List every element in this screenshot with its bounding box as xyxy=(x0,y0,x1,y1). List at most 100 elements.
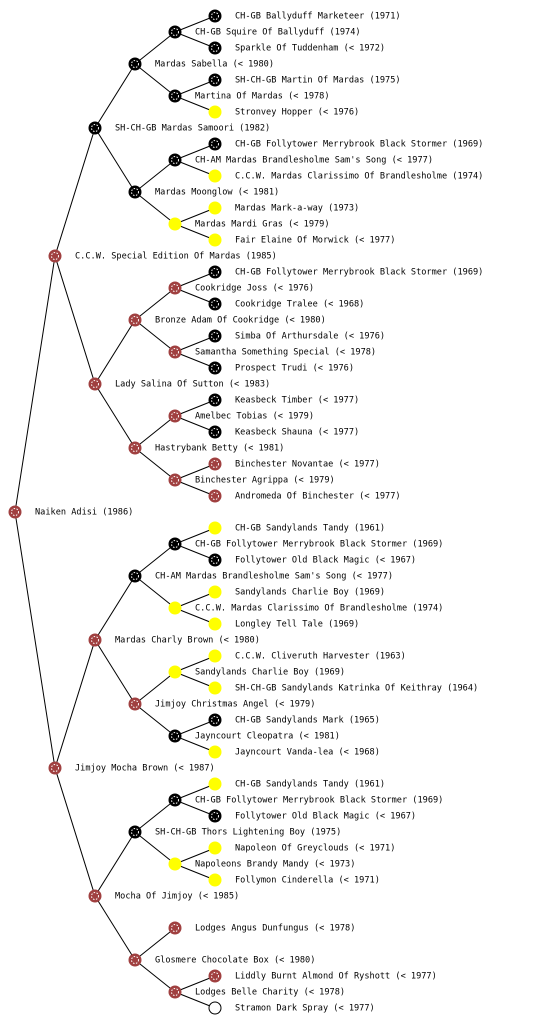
dog-node: Keasbeck Timber (< 1977) xyxy=(208,393,359,407)
edge xyxy=(94,63,136,129)
dog-name: Napoleons Brandy Mandy (< 1973) xyxy=(195,860,355,870)
dog-node: Mardas Moonglow (< 1981) xyxy=(128,185,279,199)
node-pattern xyxy=(171,988,179,996)
dog-node: Glosmere Chocolate Box (< 1980) xyxy=(128,953,315,967)
node-marker xyxy=(208,681,222,695)
node-marker xyxy=(128,185,142,199)
dog-name: Martina Of Mardas (< 1978) xyxy=(195,92,330,102)
dog-node: C.C.W. Special Edition Of Mardas (1985) xyxy=(48,249,277,263)
dog-node: CH-GB Follytower Merrybrook Black Storme… xyxy=(168,537,443,551)
dog-name: CH-AM Mardas Brandlesholme Sam's Song (<… xyxy=(195,156,433,166)
dog-name: CH-GB Follytower Merrybrook Black Storme… xyxy=(195,796,443,806)
node-pattern xyxy=(211,140,219,148)
dog-node: Stronvey Hopper (< 1976) xyxy=(208,105,359,119)
node-pattern xyxy=(131,700,139,708)
edges xyxy=(14,15,216,1009)
dog-name: Mardas Mardi Gras (< 1979) xyxy=(195,220,330,230)
edge xyxy=(134,831,176,865)
dog-node: Keasbeck Shauna (< 1977) xyxy=(208,425,359,439)
dog-name: C.C.W. Special Edition Of Mardas (1985) xyxy=(75,252,277,262)
node-marker xyxy=(128,57,142,71)
edge xyxy=(134,159,176,193)
dog-name: CH-GB Ballyduff Marketeer (1971) xyxy=(235,12,401,22)
node-pattern xyxy=(211,44,219,52)
dog-name: CH-GB Follytower Merrybrook Black Storme… xyxy=(235,140,483,150)
edge xyxy=(134,415,176,449)
node-marker xyxy=(208,873,222,887)
node-marker xyxy=(128,953,142,967)
dog-name: Mardas Moonglow (< 1981) xyxy=(155,188,279,198)
edge xyxy=(174,415,216,433)
dog-node: CH-GB Follytower Merrybrook Black Storme… xyxy=(168,793,443,807)
dog-node: Jimjoy Mocha Brown (< 1987) xyxy=(48,761,215,775)
node-marker xyxy=(208,777,222,791)
dog-name: SH-CH-GB Thors Lightening Boy (1975) xyxy=(155,828,341,838)
node-marker xyxy=(168,729,182,743)
dog-name: SH-CH-GB Sandylands Katrinka Of Keithray… xyxy=(235,684,478,694)
node-marker xyxy=(208,393,222,407)
dog-node: Andromeda Of Binchester (< 1977) xyxy=(208,489,401,503)
dog-node: SH-CH-GB Mardas Samoori (1982) xyxy=(88,121,270,135)
dog-node: Prospect Trudi (< 1976) xyxy=(208,361,354,375)
dog-name: Mardas Charly Brown (< 1980) xyxy=(115,636,260,646)
dog-name: C.C.W. Cliveruth Harvester (1963) xyxy=(235,652,406,662)
node-pattern xyxy=(211,12,219,20)
dog-node: Mardas Mark-a-way (1973) xyxy=(208,201,359,215)
node-pattern xyxy=(131,316,139,324)
node-pattern xyxy=(171,412,179,420)
edge xyxy=(54,127,96,257)
dog-node: Hastrybank Betty (< 1981) xyxy=(128,441,284,455)
dog-name: Keasbeck Shauna (< 1977) xyxy=(235,428,359,438)
nodes: CH-GB Ballyduff Marketeer (1971) Sparkle … xyxy=(8,9,483,1015)
dog-node: Martina Of Mardas (< 1978) xyxy=(168,89,330,103)
node-pattern xyxy=(171,156,179,164)
node-pattern xyxy=(211,268,219,276)
node-marker xyxy=(208,425,222,439)
dog-node: Mardas Sabella (< 1980) xyxy=(128,57,274,71)
edge xyxy=(134,575,176,609)
node-marker xyxy=(208,137,222,151)
edge xyxy=(94,831,136,897)
dog-node: SH-CH-GB Thors Lightening Boy (1975) xyxy=(128,825,341,839)
dog-name: Longley Tell Tale (1969) xyxy=(235,620,359,630)
node-marker xyxy=(208,969,222,983)
dog-node: CH-GB Sandylands Mark (1965) xyxy=(208,713,380,727)
node-pattern xyxy=(211,972,219,980)
edge xyxy=(134,543,176,577)
dog-name: Naiken Adisi (1986) xyxy=(35,508,133,518)
node-marker xyxy=(208,809,222,823)
dog-name: Follytower Old Black Magic (< 1967) xyxy=(235,812,416,822)
edge xyxy=(174,543,216,561)
node-pattern xyxy=(51,252,59,260)
node-pattern xyxy=(171,348,179,356)
node-marker xyxy=(208,841,222,855)
dog-name: Liddly Burnt Almond Of Ryshott (< 1977) xyxy=(235,972,437,982)
edge xyxy=(174,655,216,673)
node-marker xyxy=(168,217,182,231)
dog-node: Simba Of Arthursdale (< 1976) xyxy=(208,329,385,343)
node-marker xyxy=(128,441,142,455)
node-marker xyxy=(208,489,222,503)
node-marker xyxy=(168,153,182,167)
edge xyxy=(174,351,216,369)
edge xyxy=(174,527,216,545)
node-marker xyxy=(168,345,182,359)
edge xyxy=(14,511,56,769)
dog-name: Simba Of Arthursdale (< 1976) xyxy=(235,332,385,342)
dog-node: Liddly Burnt Almond Of Ryshott (< 1977) xyxy=(208,969,437,983)
edge xyxy=(94,383,136,449)
edge xyxy=(174,271,216,289)
edge xyxy=(54,255,96,385)
dog-name: C.C.W. Mardas Clarissimo Of Brandlesholm… xyxy=(235,172,483,182)
node-marker xyxy=(8,505,22,519)
edge xyxy=(134,703,176,737)
node-pattern xyxy=(211,460,219,468)
dog-node: CH-AM Mardas Brandlesholme Sam's Song (<… xyxy=(168,153,433,167)
dog-node: CH-GB Sandylands Tandy (1961) xyxy=(208,521,385,535)
node-marker xyxy=(168,601,182,615)
edge xyxy=(174,223,216,241)
node-marker xyxy=(208,713,222,727)
node-pattern xyxy=(211,396,219,404)
dog-name: Mardas Sabella (< 1980) xyxy=(155,60,274,70)
dog-name: CH-GB Sandylands Tandy (1961) xyxy=(235,524,385,534)
